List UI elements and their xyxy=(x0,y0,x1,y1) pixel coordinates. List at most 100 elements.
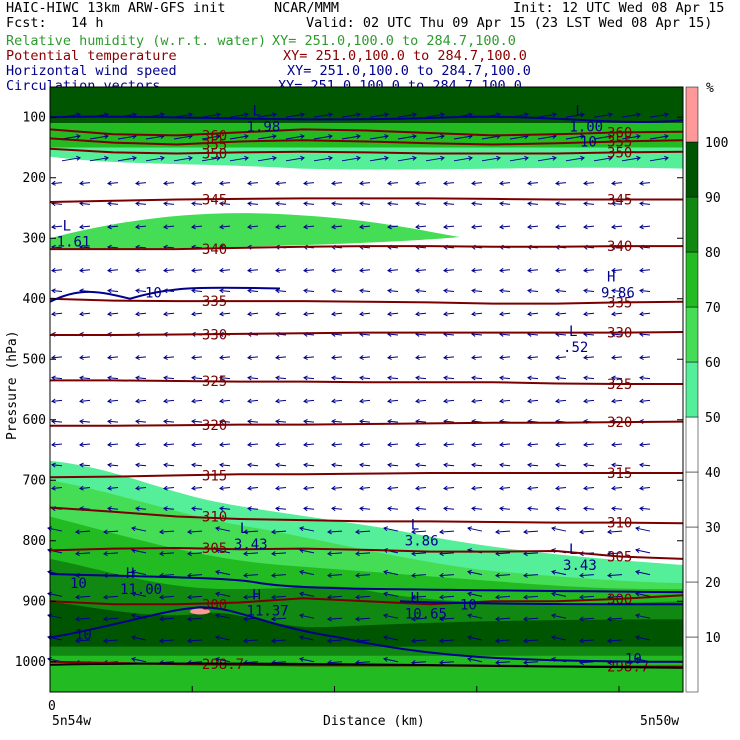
vector-head xyxy=(499,288,504,294)
wind-vector xyxy=(303,182,315,185)
vector-head xyxy=(247,288,252,294)
wind-vector xyxy=(639,399,651,402)
wind-vector xyxy=(415,399,427,402)
vector-head xyxy=(135,355,140,360)
vector-head xyxy=(443,267,448,273)
colorbar-label: 30 xyxy=(705,521,721,536)
wind-vector xyxy=(527,464,539,467)
vector-head xyxy=(527,506,532,512)
wind-vector xyxy=(639,202,651,205)
vector-head xyxy=(387,485,392,491)
vector-head xyxy=(555,180,560,186)
wind-vector xyxy=(523,552,539,555)
wind-vector xyxy=(639,289,651,292)
wind-vector xyxy=(219,312,231,315)
wind-vector xyxy=(499,443,511,446)
vector-head xyxy=(499,375,504,381)
vector-head xyxy=(439,638,444,644)
vector-head xyxy=(555,462,560,468)
isotach-label: 10 xyxy=(580,134,597,150)
vector-head xyxy=(271,594,276,600)
wind-vector xyxy=(103,530,119,533)
vector-head xyxy=(191,180,196,186)
wind-vector xyxy=(135,202,147,205)
vector-head xyxy=(387,311,392,317)
vector-head xyxy=(411,551,416,557)
extremum-kind: H xyxy=(126,566,134,582)
field-rh-xy: XY= 251.0,100.0 to 284.7,100.0 xyxy=(272,33,516,49)
wind-vector xyxy=(471,269,483,272)
vector-head xyxy=(104,155,109,161)
wind-vector xyxy=(415,289,427,292)
isotach xyxy=(49,573,684,594)
wind-vector xyxy=(495,661,511,664)
vector-head xyxy=(443,311,448,317)
wind-vector xyxy=(135,269,147,272)
wind-vector xyxy=(229,135,249,140)
field-theta-name: Potential temperature xyxy=(6,48,177,64)
vector-head xyxy=(527,442,532,448)
wind-vector xyxy=(275,487,287,490)
wind-vector xyxy=(163,202,175,205)
vector-head xyxy=(103,529,108,535)
vector-head xyxy=(79,180,84,186)
extremum-value: 1.98 xyxy=(247,119,281,135)
vector-head xyxy=(75,638,80,644)
vector-head xyxy=(79,398,84,404)
vector-head xyxy=(327,572,332,578)
vector-head xyxy=(188,155,193,161)
vector-head xyxy=(303,180,308,186)
vector-head xyxy=(219,267,224,273)
wind-vector xyxy=(163,356,175,359)
vector-head xyxy=(107,419,112,424)
isotach xyxy=(49,115,684,123)
vector-head xyxy=(244,155,249,161)
vector-head xyxy=(499,398,504,404)
wind-vector xyxy=(611,507,623,510)
vector-head xyxy=(219,485,224,491)
vector-head xyxy=(384,155,389,161)
wind-vector xyxy=(51,487,63,490)
wind-vector xyxy=(579,617,595,620)
wind-vector xyxy=(257,113,277,118)
wind-vector xyxy=(499,312,511,315)
wind-vector xyxy=(383,614,399,619)
wind-vector xyxy=(415,182,427,185)
wind-vector xyxy=(145,157,165,162)
wind-vector xyxy=(243,661,259,664)
vector-head xyxy=(639,288,644,294)
vector-head xyxy=(583,398,588,404)
vector-head xyxy=(607,638,612,644)
wind-vector xyxy=(103,617,119,620)
wind-vector xyxy=(471,399,483,402)
wind-vector xyxy=(387,420,399,423)
wind-vector xyxy=(355,574,371,577)
wind-vector xyxy=(611,289,623,292)
wind-vector xyxy=(303,333,315,336)
vector-head xyxy=(383,526,388,532)
wind-vector xyxy=(331,356,343,359)
wind-vector xyxy=(327,552,343,555)
vector-head xyxy=(495,529,500,535)
wind-vector xyxy=(415,225,427,228)
wind-vector xyxy=(271,639,287,642)
extremum-value: 3.43 xyxy=(234,537,268,553)
wind-vector xyxy=(387,399,399,402)
wind-vector xyxy=(635,592,651,597)
colorbar-label: 60 xyxy=(705,356,721,371)
vector-head xyxy=(611,180,616,186)
vector-head xyxy=(551,591,556,597)
wind-vector xyxy=(271,574,287,577)
vector-head xyxy=(499,355,504,360)
vector-head xyxy=(215,613,220,619)
vector-head xyxy=(411,594,416,600)
wind-vector xyxy=(135,356,147,359)
wind-vector xyxy=(191,399,203,402)
vector-head xyxy=(383,613,388,619)
wind-vector xyxy=(499,269,511,272)
vector-head xyxy=(524,155,529,161)
vector-head xyxy=(611,355,616,360)
vector-head xyxy=(331,267,336,273)
wind-vector xyxy=(467,592,483,597)
colorbar-segment xyxy=(685,471,699,528)
